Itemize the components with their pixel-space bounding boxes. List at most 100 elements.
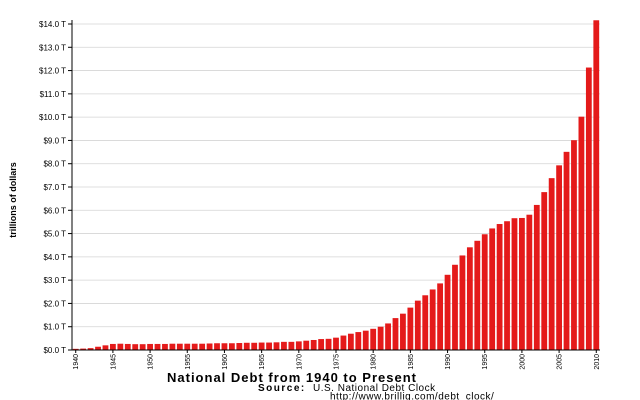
bar-1958 [206,343,213,350]
bar-2009 [585,67,592,350]
bar-1997 [496,224,503,350]
bar-1987 [422,295,429,350]
bar-1968 [281,341,287,350]
x-tick-label: 1995 [482,354,489,370]
bar-1975 [333,337,339,350]
y-tick-label: $2.0 T [43,299,66,308]
bar-1940 [72,348,79,350]
y-axis-ticks: $0.0 T $1.0 T $2.0 T $3.0 T $4.0 T $5.0 T $6.0… [39,20,72,355]
x-tick-label: 1975 [334,354,341,370]
bar-2003 [541,192,548,350]
bar-1941 [80,348,87,350]
x-axis-ticks: 1940 1945 1950 1955 1960 1965 1970 1975 1980 1985… [73,350,601,370]
bar-1977 [347,333,354,350]
y-tick-label: $0.0 T [43,346,66,355]
x-tick-label: 1950 [148,354,155,370]
x-tick-label: 1990 [445,354,452,370]
bar-1981 [377,326,384,350]
bar-1959 [214,343,220,350]
bar-1946 [117,343,124,350]
bar-1989 [437,283,444,350]
bar-1996 [489,228,496,350]
y-tick-label: $3.0 T [43,276,66,285]
x-tick-label: 2000 [519,354,526,370]
bar-1964 [251,342,258,350]
bar-2010 [593,20,600,351]
bar-2005 [556,165,562,350]
bar-1966 [266,342,272,350]
bar-1974 [325,338,332,350]
bar-1948 [132,344,139,350]
y-tick-label: $1.0 T [43,323,66,332]
x-tick-label: 1985 [408,354,415,370]
y-tick-label: $14.0 T [39,20,66,29]
bar-1952 [162,343,168,350]
bar-1984 [400,313,406,350]
y-tick-label: $9.0 T [43,136,66,145]
bar-1999 [511,218,518,350]
bar-1944 [102,345,109,350]
bar-1995 [481,234,488,350]
source-url: http://www.brillig.com/debt_clock/ [330,392,494,400]
bar-1967 [273,342,280,350]
bar-1971 [303,340,310,350]
bar-1998 [504,221,510,350]
x-tick-label: 1970 [296,354,303,370]
bar-1960 [221,343,228,350]
bars [72,20,600,351]
bar-1945 [110,343,116,350]
bar-1991 [452,264,458,350]
bar-1979 [362,330,369,350]
y-tick-label: $8.0 T [43,160,66,169]
y-tick-label: $11.0 T [40,90,67,99]
bar-1988 [429,289,436,350]
y-tick-label: $10.0 T [39,113,66,122]
bar-1954 [176,343,183,350]
bar-1951 [154,343,161,350]
bar-1990 [444,274,451,350]
y-axis-label: trillions of dollars [8,162,18,238]
bar-1978 [355,332,362,350]
bar-2002 [533,204,540,350]
y-tick-label: $13.0 T [39,43,66,52]
bar-1947 [124,343,131,350]
bar-1953 [169,343,176,350]
x-tick-label: 1940 [73,354,80,370]
source-text: U.S. National Debt Clock [313,383,436,394]
bar-1983 [392,318,399,350]
x-tick-label: 2010 [594,354,601,370]
bar-1972 [310,339,317,350]
bar-1965 [258,342,265,350]
bar-1993 [466,247,473,350]
x-tick-label: 1955 [185,354,192,370]
bar-2007 [571,140,577,350]
bar-1980 [370,328,377,350]
bar-2008 [578,116,585,351]
bar-1992 [459,255,466,350]
y-tick-label: $12.0 T [39,67,66,76]
bar-1943 [95,346,101,350]
bar-1976 [340,335,347,350]
bar-1956 [191,343,198,350]
source-line: Source: U.S. National Debt Clock [258,383,436,394]
bar-1962 [236,343,243,350]
bar-1963 [243,342,250,350]
x-tick-label: 1965 [259,354,266,370]
bar-1970 [295,341,302,350]
x-tick-label: 1980 [371,354,378,370]
bar-2000 [519,217,525,350]
bar-1961 [228,343,235,350]
y-tick-label: $4.0 T [43,253,66,262]
bar-2004 [548,178,555,350]
x-tick-label: 2005 [557,354,564,370]
y-tick-label: $6.0 T [43,206,66,215]
bar-1982 [385,323,391,350]
x-tick-label: 1945 [110,354,117,370]
bar-1985 [407,307,414,350]
bar-1950 [147,343,153,350]
source-label: Source: [258,383,306,394]
bar-1986 [414,300,421,350]
bar-1957 [199,343,206,350]
bar-1949 [139,344,146,350]
